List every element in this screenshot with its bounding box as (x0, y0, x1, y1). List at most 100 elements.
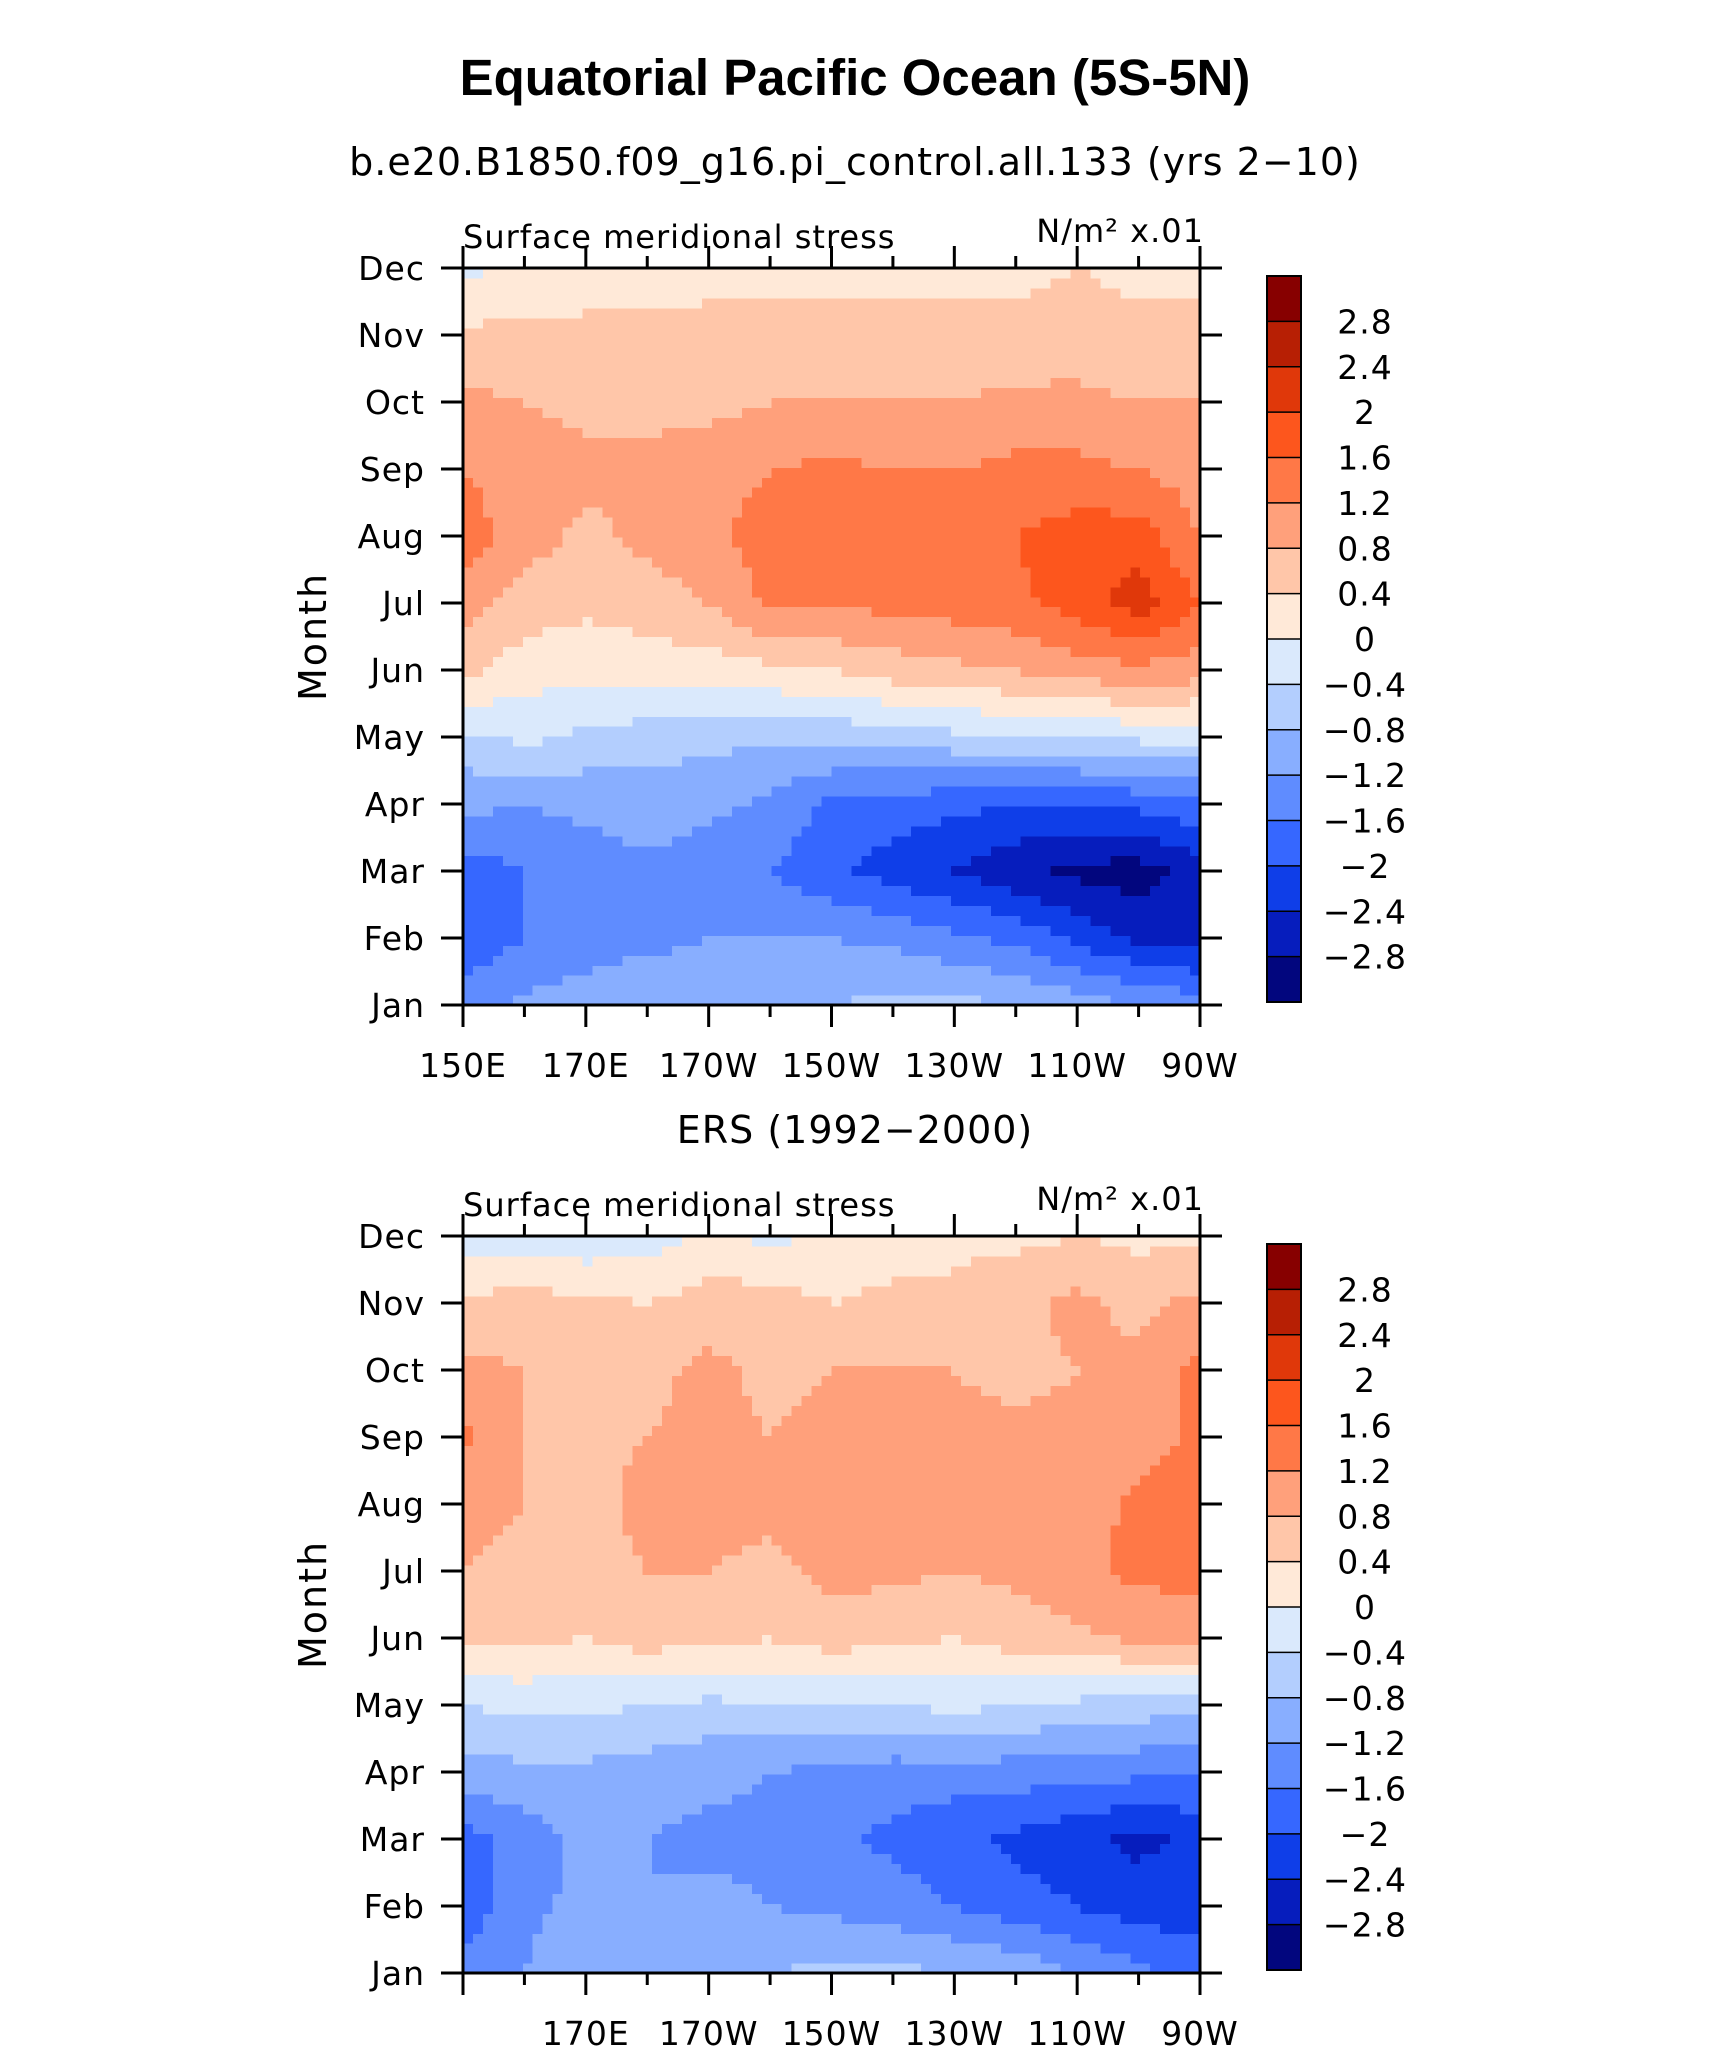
contour-cell (552, 646, 564, 658)
contour-cell (492, 965, 504, 976)
contour-cell (951, 507, 962, 518)
contour-cell (751, 636, 763, 648)
contour-cell (721, 596, 733, 608)
contour-cell (861, 895, 872, 907)
contour-cell (652, 626, 663, 638)
contour-cell (791, 805, 803, 817)
contour-cell (1110, 397, 1121, 409)
contour-cell (532, 337, 544, 349)
contour-cell (1090, 546, 1102, 558)
contour-cell (1000, 387, 1012, 399)
contour-cell (542, 706, 554, 717)
contour-cell (911, 626, 922, 638)
contour-cell (1020, 377, 1032, 389)
contour-cell (682, 815, 693, 827)
contour-cell (1000, 536, 1012, 548)
contour-cell (1000, 546, 1012, 558)
contour-cell (1080, 347, 1092, 359)
contour-cell (891, 676, 902, 687)
contour-cell (1070, 975, 1082, 986)
contour-cell (960, 347, 972, 359)
contour-cell (552, 875, 564, 887)
contour-cell (931, 905, 942, 916)
contour-cell (682, 905, 693, 916)
contour-cell (791, 596, 803, 608)
contour-cell (891, 586, 902, 598)
contour-cell (1130, 467, 1141, 478)
contour-cell (871, 367, 882, 379)
contour-cell (652, 785, 663, 797)
contour-cell (682, 775, 693, 787)
contour-cell (1150, 536, 1161, 548)
contour-cell (702, 895, 713, 907)
contour-cell (592, 437, 604, 448)
contour-cell (512, 865, 524, 877)
contour-cell (1050, 586, 1062, 598)
contour-cell (791, 397, 803, 409)
contour-cell (1080, 646, 1092, 658)
contour-cell (1030, 855, 1042, 867)
contour-cell (751, 975, 763, 986)
contour-cell (1080, 935, 1092, 946)
contour-cell (1000, 686, 1012, 697)
contour-cell (1120, 955, 1131, 966)
contour-cell (1080, 965, 1092, 976)
contour-cell (622, 686, 633, 697)
contour-cell (682, 487, 693, 498)
contour-cell (711, 746, 723, 757)
contour-cell (702, 367, 713, 379)
contour-cell (612, 447, 623, 458)
contour-cell (761, 905, 773, 916)
contour-cell (562, 985, 574, 996)
contour-cell (851, 965, 862, 976)
contour-cell (502, 726, 514, 737)
contour-cell (1100, 875, 1111, 887)
contour-cell (941, 407, 952, 418)
contour-cell (542, 536, 554, 548)
contour-cell (632, 716, 643, 727)
contour-cell (891, 656, 902, 667)
contour-cell (951, 855, 962, 867)
contour-cell (751, 955, 763, 966)
contour-cell (1040, 835, 1052, 847)
contour-cell (502, 477, 514, 488)
contour-cell (652, 706, 663, 717)
contour-cell (891, 646, 902, 658)
contour-cell (1120, 546, 1131, 558)
contour-cell (960, 775, 972, 787)
contour-cell (1160, 646, 1171, 658)
contour-cell (911, 845, 922, 857)
contour-cell (1160, 457, 1171, 468)
contour-cell (811, 985, 823, 996)
contour-cell (861, 507, 872, 518)
contour-cell (821, 397, 833, 409)
contour-cell (1050, 975, 1062, 986)
contour-cell (831, 686, 843, 697)
contour-cell (881, 835, 892, 847)
contour-cell (791, 357, 803, 369)
contour-cell (831, 716, 843, 727)
contour-cell (582, 516, 594, 528)
contour-cell (1030, 805, 1042, 817)
contour-cell (801, 686, 813, 697)
contour-cell (821, 965, 833, 976)
contour-cell (951, 895, 962, 907)
contour-cell (1090, 955, 1102, 966)
contour-cell (891, 556, 902, 568)
contour-cell (652, 985, 663, 996)
contour-cell (990, 795, 1002, 807)
contour-cell (692, 536, 703, 548)
contour-cell (851, 985, 862, 996)
contour-cell (522, 606, 534, 618)
contour-cell (1190, 367, 1201, 379)
contour-cell (881, 367, 892, 379)
contour-cell (1040, 367, 1052, 379)
contour-cell (711, 726, 723, 737)
contour-cell (602, 646, 613, 658)
contour-cell (492, 795, 504, 807)
contour-cell (542, 995, 554, 1006)
contour-cell (1000, 905, 1012, 916)
contour-cell (871, 835, 882, 847)
contour-cell (1080, 576, 1092, 588)
contour-cell (682, 467, 693, 478)
